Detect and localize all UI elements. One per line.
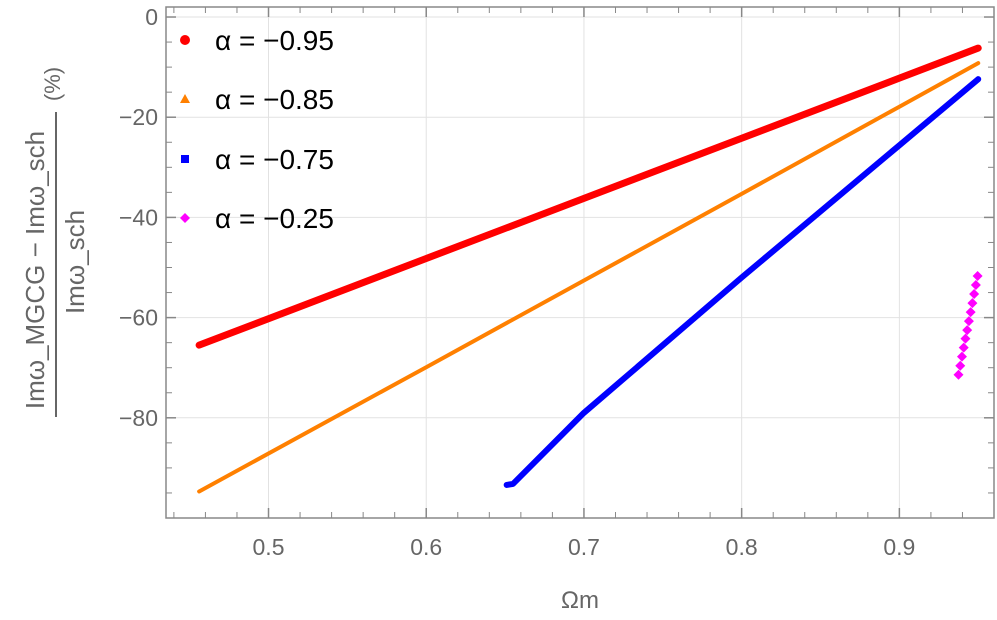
y-label-unit: (%) (40, 67, 65, 101)
data-point (962, 325, 973, 336)
series-1 (195, 44, 982, 349)
y-tick-label: −80 (119, 405, 158, 431)
y-label-denominator: Imω_sch (60, 210, 90, 314)
x-tick-label: 0.5 (253, 534, 285, 560)
y-tick-label: −40 (119, 204, 158, 230)
x-tick-label: 0.6 (410, 534, 442, 560)
y-label-numerator: Imω_MGCG − Imω_sch (20, 131, 50, 409)
legend-marker-diamond (180, 213, 190, 223)
legend: α = −0.95 α = −0.85 α = −0.75 α = −0.25 (180, 25, 334, 234)
series-line (197, 61, 981, 494)
legend-item: α = −0.25 (180, 203, 334, 234)
y-tick-label: 0 (145, 4, 158, 30)
data-point (969, 289, 980, 300)
series-3 (503, 76, 982, 488)
data-point (960, 333, 971, 344)
x-tick-label: 0.9 (883, 534, 915, 560)
data-point (970, 280, 981, 291)
data-point (958, 342, 969, 353)
series-line (503, 76, 982, 488)
plot-frame (165, 6, 995, 519)
legend-label: α = −0.85 (215, 84, 334, 115)
legend-label: α = −0.75 (215, 144, 334, 175)
y-tick-label: −60 (119, 305, 158, 331)
series-4 (953, 271, 983, 380)
data-point (955, 360, 966, 371)
legend-marker-square (181, 155, 189, 163)
y-tick-label: −20 (119, 104, 158, 130)
legend-label: α = −0.95 (215, 25, 334, 56)
series-layer (195, 44, 983, 494)
data-point (967, 298, 978, 309)
data-point (972, 271, 983, 282)
legend-marker-circle (180, 35, 190, 45)
data-point (965, 307, 976, 318)
series-line (195, 44, 982, 349)
data-point (963, 316, 974, 327)
y-axis-label: Imω_MGCG − Imω_sch Imω_sch (%) (20, 67, 90, 417)
ticks: 0.5 0.6 0.7 0.8 0.9 0 −20 −40 −60 −80 (119, 4, 995, 560)
legend-item: α = −0.85 (180, 84, 334, 115)
legend-item: α = −0.95 (180, 25, 334, 56)
data-point (956, 351, 967, 362)
data-point (953, 369, 964, 380)
grid (166, 7, 994, 518)
x-axis-label: Ωm (561, 587, 599, 614)
legend-item: α = −0.75 (181, 144, 334, 175)
series-2 (197, 61, 981, 494)
legend-marker-triangle (180, 94, 190, 103)
x-tick-label: 0.8 (726, 534, 758, 560)
x-tick-label: 0.7 (568, 534, 600, 560)
legend-label: α = −0.25 (215, 203, 334, 234)
